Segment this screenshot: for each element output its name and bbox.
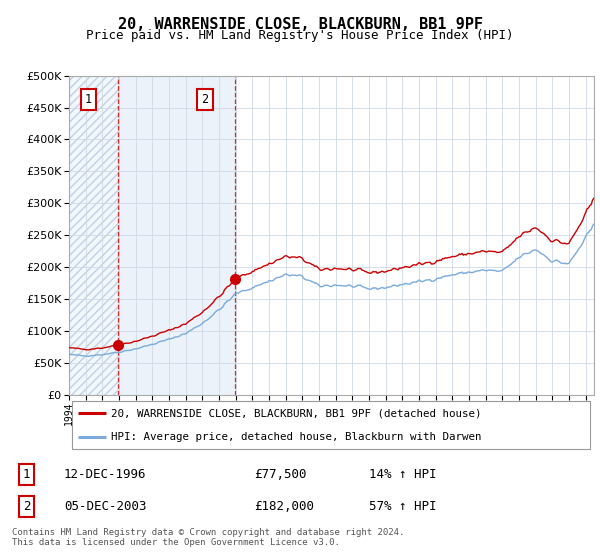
- Bar: [69, 76, 118, 395]
- Text: 12-DEC-1996: 12-DEC-1996: [64, 468, 146, 481]
- Text: 2: 2: [23, 500, 30, 513]
- Text: 20, WARRENSIDE CLOSE, BLACKBURN, BB1 9PF (detached house): 20, WARRENSIDE CLOSE, BLACKBURN, BB1 9PF…: [111, 408, 482, 418]
- Text: £182,000: £182,000: [254, 500, 314, 513]
- Text: Price paid vs. HM Land Registry's House Price Index (HPI): Price paid vs. HM Land Registry's House …: [86, 29, 514, 42]
- Text: 2: 2: [202, 94, 209, 106]
- Text: 57% ↑ HPI: 57% ↑ HPI: [369, 500, 437, 513]
- Text: 1: 1: [23, 468, 30, 481]
- Text: 14% ↑ HPI: 14% ↑ HPI: [369, 468, 437, 481]
- Bar: [69, 76, 118, 395]
- Text: Contains HM Land Registry data © Crown copyright and database right 2024.
This d: Contains HM Land Registry data © Crown c…: [12, 528, 404, 547]
- Text: 1: 1: [85, 94, 92, 106]
- Bar: [118, 76, 235, 395]
- Text: £77,500: £77,500: [254, 468, 307, 481]
- Text: 05-DEC-2003: 05-DEC-2003: [64, 500, 146, 513]
- Text: 20, WARRENSIDE CLOSE, BLACKBURN, BB1 9PF: 20, WARRENSIDE CLOSE, BLACKBURN, BB1 9PF: [118, 17, 482, 32]
- FancyBboxPatch shape: [71, 402, 590, 449]
- Text: HPI: Average price, detached house, Blackburn with Darwen: HPI: Average price, detached house, Blac…: [111, 432, 482, 442]
